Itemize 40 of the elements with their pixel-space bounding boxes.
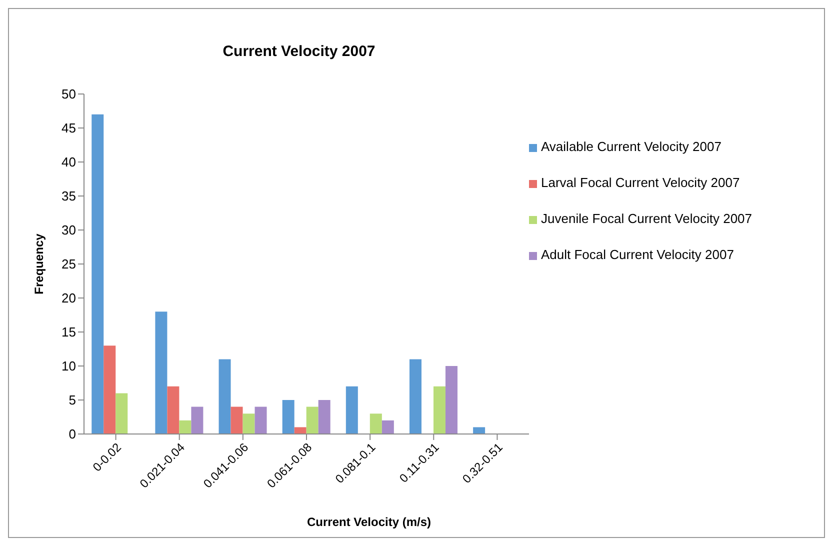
y-tick-label: 15 [62, 324, 76, 340]
bar [116, 393, 128, 434]
bar [346, 386, 358, 434]
legend-label: Available Current Velocity 2007 [541, 139, 722, 154]
bar [191, 406, 204, 434]
bar [282, 400, 294, 434]
y-tick-label: 50 [62, 86, 76, 102]
y-tick-label: 40 [62, 154, 76, 170]
bar [218, 359, 231, 434]
y-axis-title: Frequency [32, 234, 46, 294]
y-tick-label: 20 [62, 290, 76, 306]
y-tick-label: 25 [62, 256, 76, 272]
legend-label: Adult Focal Current Velocity 2007 [541, 247, 734, 262]
bar [306, 406, 318, 434]
y-tick-label: 45 [62, 120, 76, 136]
bar [433, 386, 446, 434]
bar [382, 420, 394, 434]
bar [445, 366, 458, 434]
bar [155, 312, 168, 434]
x-axis-title: Current Velocity (m/s) [306, 515, 432, 529]
bar [167, 386, 180, 434]
bar [473, 427, 486, 434]
y-tick-label: 0 [68, 426, 76, 442]
bar [242, 414, 255, 434]
y-tick-label: 10 [62, 358, 76, 374]
bar [254, 406, 267, 434]
bar [294, 427, 306, 434]
y-tick-label: 30 [62, 222, 76, 238]
bar [92, 114, 104, 434]
y-tick-label: 5 [68, 392, 76, 408]
legend-label: Larval Focal Current Velocity 2007 [541, 175, 740, 190]
bar [318, 400, 330, 434]
bar [179, 420, 192, 434]
chart-title: Current Velocity 2007 [222, 43, 376, 60]
bar [104, 346, 116, 434]
bar [409, 359, 422, 434]
legend-label: Juvenile Focal Current Velocity 2007 [541, 211, 752, 226]
bar [370, 414, 382, 434]
y-tick-label: 35 [62, 188, 76, 204]
bar [230, 406, 243, 434]
